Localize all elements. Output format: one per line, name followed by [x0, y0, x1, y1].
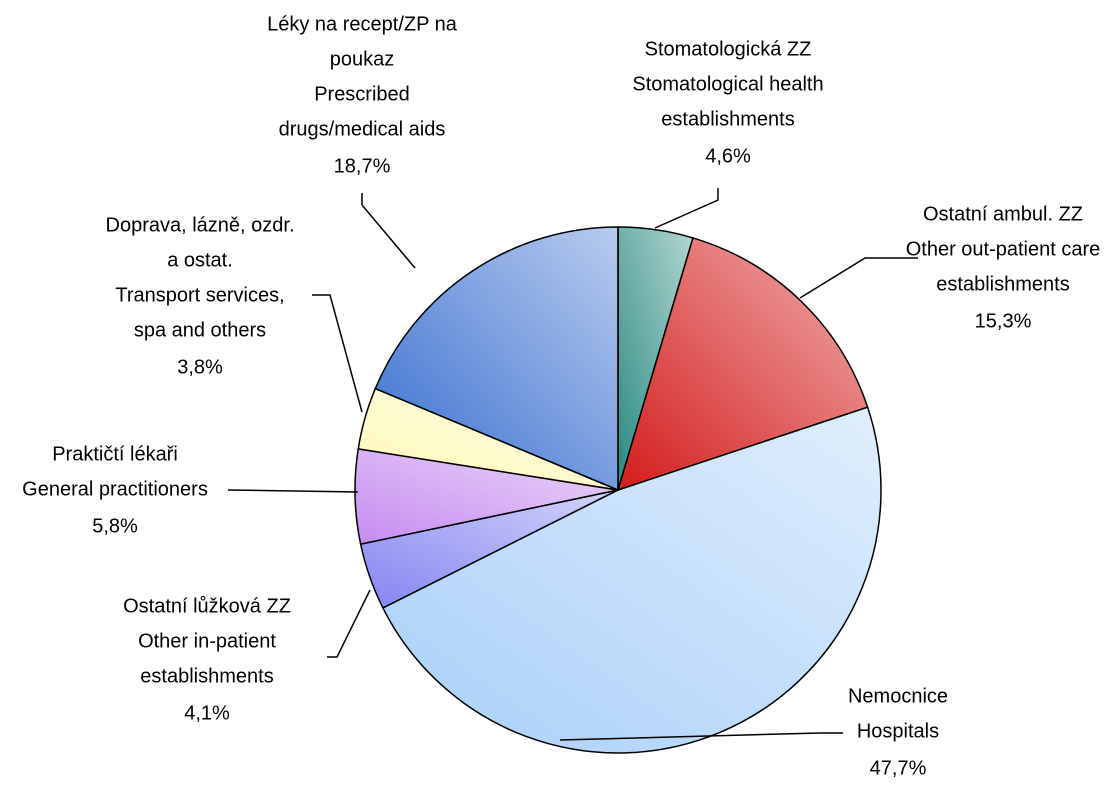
pie-slice: [374, 226, 619, 492]
value-label: 5,8%: [92, 515, 138, 537]
slice-label: poukaz: [330, 48, 395, 70]
value-label: 47,7%: [870, 757, 927, 779]
slice-label: Other out-patient care: [906, 238, 1101, 260]
value-label: 15,3%: [975, 310, 1032, 332]
value-label: 18,7%: [334, 155, 391, 177]
pie-slice: [616, 236, 869, 492]
slice-label: General practitioners: [22, 478, 208, 500]
slice-label: Praktičtí lékaři: [52, 443, 178, 465]
slice-label: establishments: [936, 273, 1069, 295]
slice-label: Nemocnice: [848, 685, 948, 707]
slice-label: Stomatological health: [632, 73, 823, 95]
value-label: 4,1%: [184, 702, 230, 724]
pie-slice: [381, 406, 882, 754]
slice-label: Stomatologická ZZ: [645, 38, 812, 60]
slice-label: Prescribed: [314, 83, 410, 105]
slice-label: Other in-patient: [138, 630, 276, 652]
leader-line: [654, 188, 719, 229]
slice-label: a ostat.: [167, 249, 233, 271]
leader-line: [327, 589, 371, 658]
leader-line: [559, 732, 843, 741]
slice-label: establishments: [661, 108, 794, 130]
slice-label: establishments: [140, 665, 273, 687]
value-label: 4,6%: [705, 145, 751, 167]
slice-label: Hospitals: [857, 720, 939, 742]
leader-line: [799, 257, 918, 299]
leader-line: [227, 489, 359, 493]
slice-label: drugs/medical aids: [279, 118, 446, 140]
slice-label: Léky na recept/ZP na: [267, 13, 458, 35]
value-label: 3,8%: [177, 356, 223, 378]
leader-line: [312, 294, 363, 413]
slice-label: Doprava, lázně, ozdr.: [106, 214, 295, 236]
slice-label: spa and others: [134, 319, 266, 341]
slice-label: Ostatní ambul. ZZ: [923, 203, 1083, 225]
slice-label: Ostatní lůžková ZZ: [123, 595, 291, 617]
leader-line: [361, 193, 416, 269]
slice-label: Transport services,: [115, 284, 284, 306]
